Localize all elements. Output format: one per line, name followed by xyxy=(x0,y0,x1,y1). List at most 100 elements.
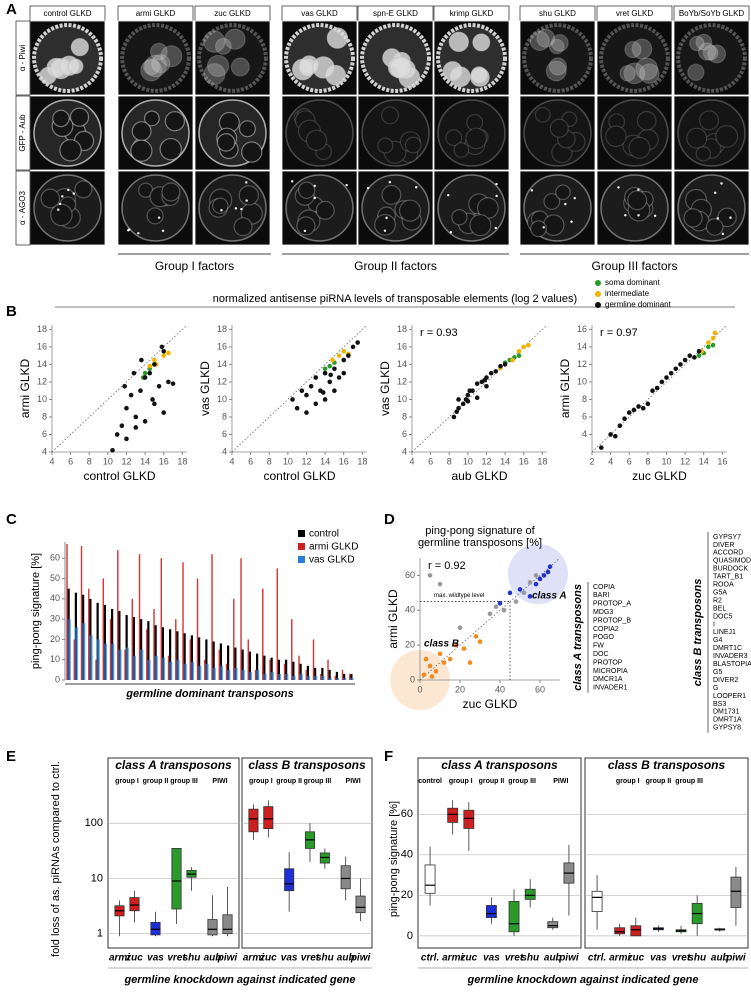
list-title: class A transposons xyxy=(572,584,584,691)
x-tick-label: 14 xyxy=(500,456,510,466)
column-header: vas GLKD xyxy=(301,9,338,18)
bar xyxy=(248,671,253,680)
point xyxy=(308,384,314,389)
point xyxy=(122,384,127,389)
nucleus xyxy=(697,42,717,61)
point xyxy=(527,580,533,585)
bar xyxy=(328,677,332,680)
region-label: class B xyxy=(424,639,459,650)
bar xyxy=(80,546,83,680)
egg-chamber xyxy=(522,23,593,93)
bar xyxy=(299,663,302,680)
point xyxy=(110,447,115,453)
x-tick-label: 6 xyxy=(627,456,632,466)
point xyxy=(474,395,480,400)
bar xyxy=(335,677,340,680)
point xyxy=(463,397,469,402)
nucleus xyxy=(142,58,161,76)
x-axis-label: control GLKD xyxy=(263,469,335,483)
point xyxy=(527,594,533,599)
bar xyxy=(256,669,260,680)
bar xyxy=(292,675,296,680)
nucleus xyxy=(292,58,314,81)
bar xyxy=(205,639,208,680)
nucleus xyxy=(52,109,70,128)
granule xyxy=(137,232,140,235)
bar xyxy=(349,673,351,680)
granule xyxy=(653,214,657,217)
list-item: BURDOCK xyxy=(713,566,748,573)
y-tick-label: 4 xyxy=(402,446,407,456)
point xyxy=(332,388,337,393)
x-tick-label: 16 xyxy=(159,456,169,466)
bar xyxy=(212,667,216,680)
bar xyxy=(103,643,108,680)
point xyxy=(139,357,144,363)
bar xyxy=(341,669,344,680)
granule xyxy=(245,181,248,184)
bar xyxy=(247,639,249,680)
bar xyxy=(285,659,288,680)
bar xyxy=(131,598,133,680)
legend-label: germline dominant xyxy=(605,300,672,309)
point xyxy=(320,390,326,395)
granule xyxy=(220,209,223,212)
box xyxy=(547,921,559,929)
bar xyxy=(314,667,317,680)
micrograph xyxy=(596,20,673,96)
point xyxy=(142,375,148,380)
point xyxy=(328,372,333,378)
point xyxy=(516,353,522,358)
bar xyxy=(321,667,324,680)
list-item: MICROPIA xyxy=(593,668,628,675)
nucleus xyxy=(149,42,168,61)
y-tick-label: 16 xyxy=(217,341,227,351)
point xyxy=(453,642,459,648)
granule xyxy=(345,183,348,187)
micrograph xyxy=(194,20,271,96)
granule xyxy=(245,199,248,202)
group-label: Group II factors xyxy=(354,259,437,273)
list-item: G xyxy=(713,685,718,692)
y-axis-label: armi GLKD xyxy=(18,358,32,418)
nucleus xyxy=(605,125,627,148)
box xyxy=(129,897,140,912)
point xyxy=(423,656,429,662)
nucleus xyxy=(144,54,168,78)
y-tick-label: 10 xyxy=(91,872,103,884)
point xyxy=(161,410,167,415)
point xyxy=(617,423,623,429)
y-tick-label: 14 xyxy=(37,359,47,369)
bar xyxy=(109,619,112,680)
point xyxy=(687,353,693,358)
nucleus xyxy=(683,208,703,228)
nucleus xyxy=(151,53,171,74)
nucleus xyxy=(545,60,567,82)
bar xyxy=(161,657,166,680)
point xyxy=(482,377,487,383)
bar xyxy=(95,659,97,680)
bar xyxy=(335,671,338,680)
bar xyxy=(306,665,309,680)
y-tick-label: 6 xyxy=(42,429,47,439)
bar xyxy=(175,619,177,680)
bar xyxy=(283,663,286,680)
point xyxy=(304,410,309,415)
granule xyxy=(570,220,573,223)
y-tick-label: 20 xyxy=(50,634,60,644)
nucleus xyxy=(470,67,490,87)
x-tick-label: 4 xyxy=(229,456,234,466)
bar xyxy=(285,673,289,680)
group-label: Group III factors xyxy=(591,259,677,273)
point xyxy=(114,432,120,437)
y-tick-label: 40 xyxy=(50,593,60,603)
nucleus xyxy=(69,107,90,127)
point xyxy=(454,409,459,415)
nucleus xyxy=(636,110,657,131)
point xyxy=(290,397,295,402)
granule xyxy=(313,184,316,188)
bar xyxy=(298,655,300,680)
nucleus xyxy=(380,106,399,125)
point xyxy=(152,357,157,363)
y-tick-label: 16 xyxy=(397,341,407,351)
